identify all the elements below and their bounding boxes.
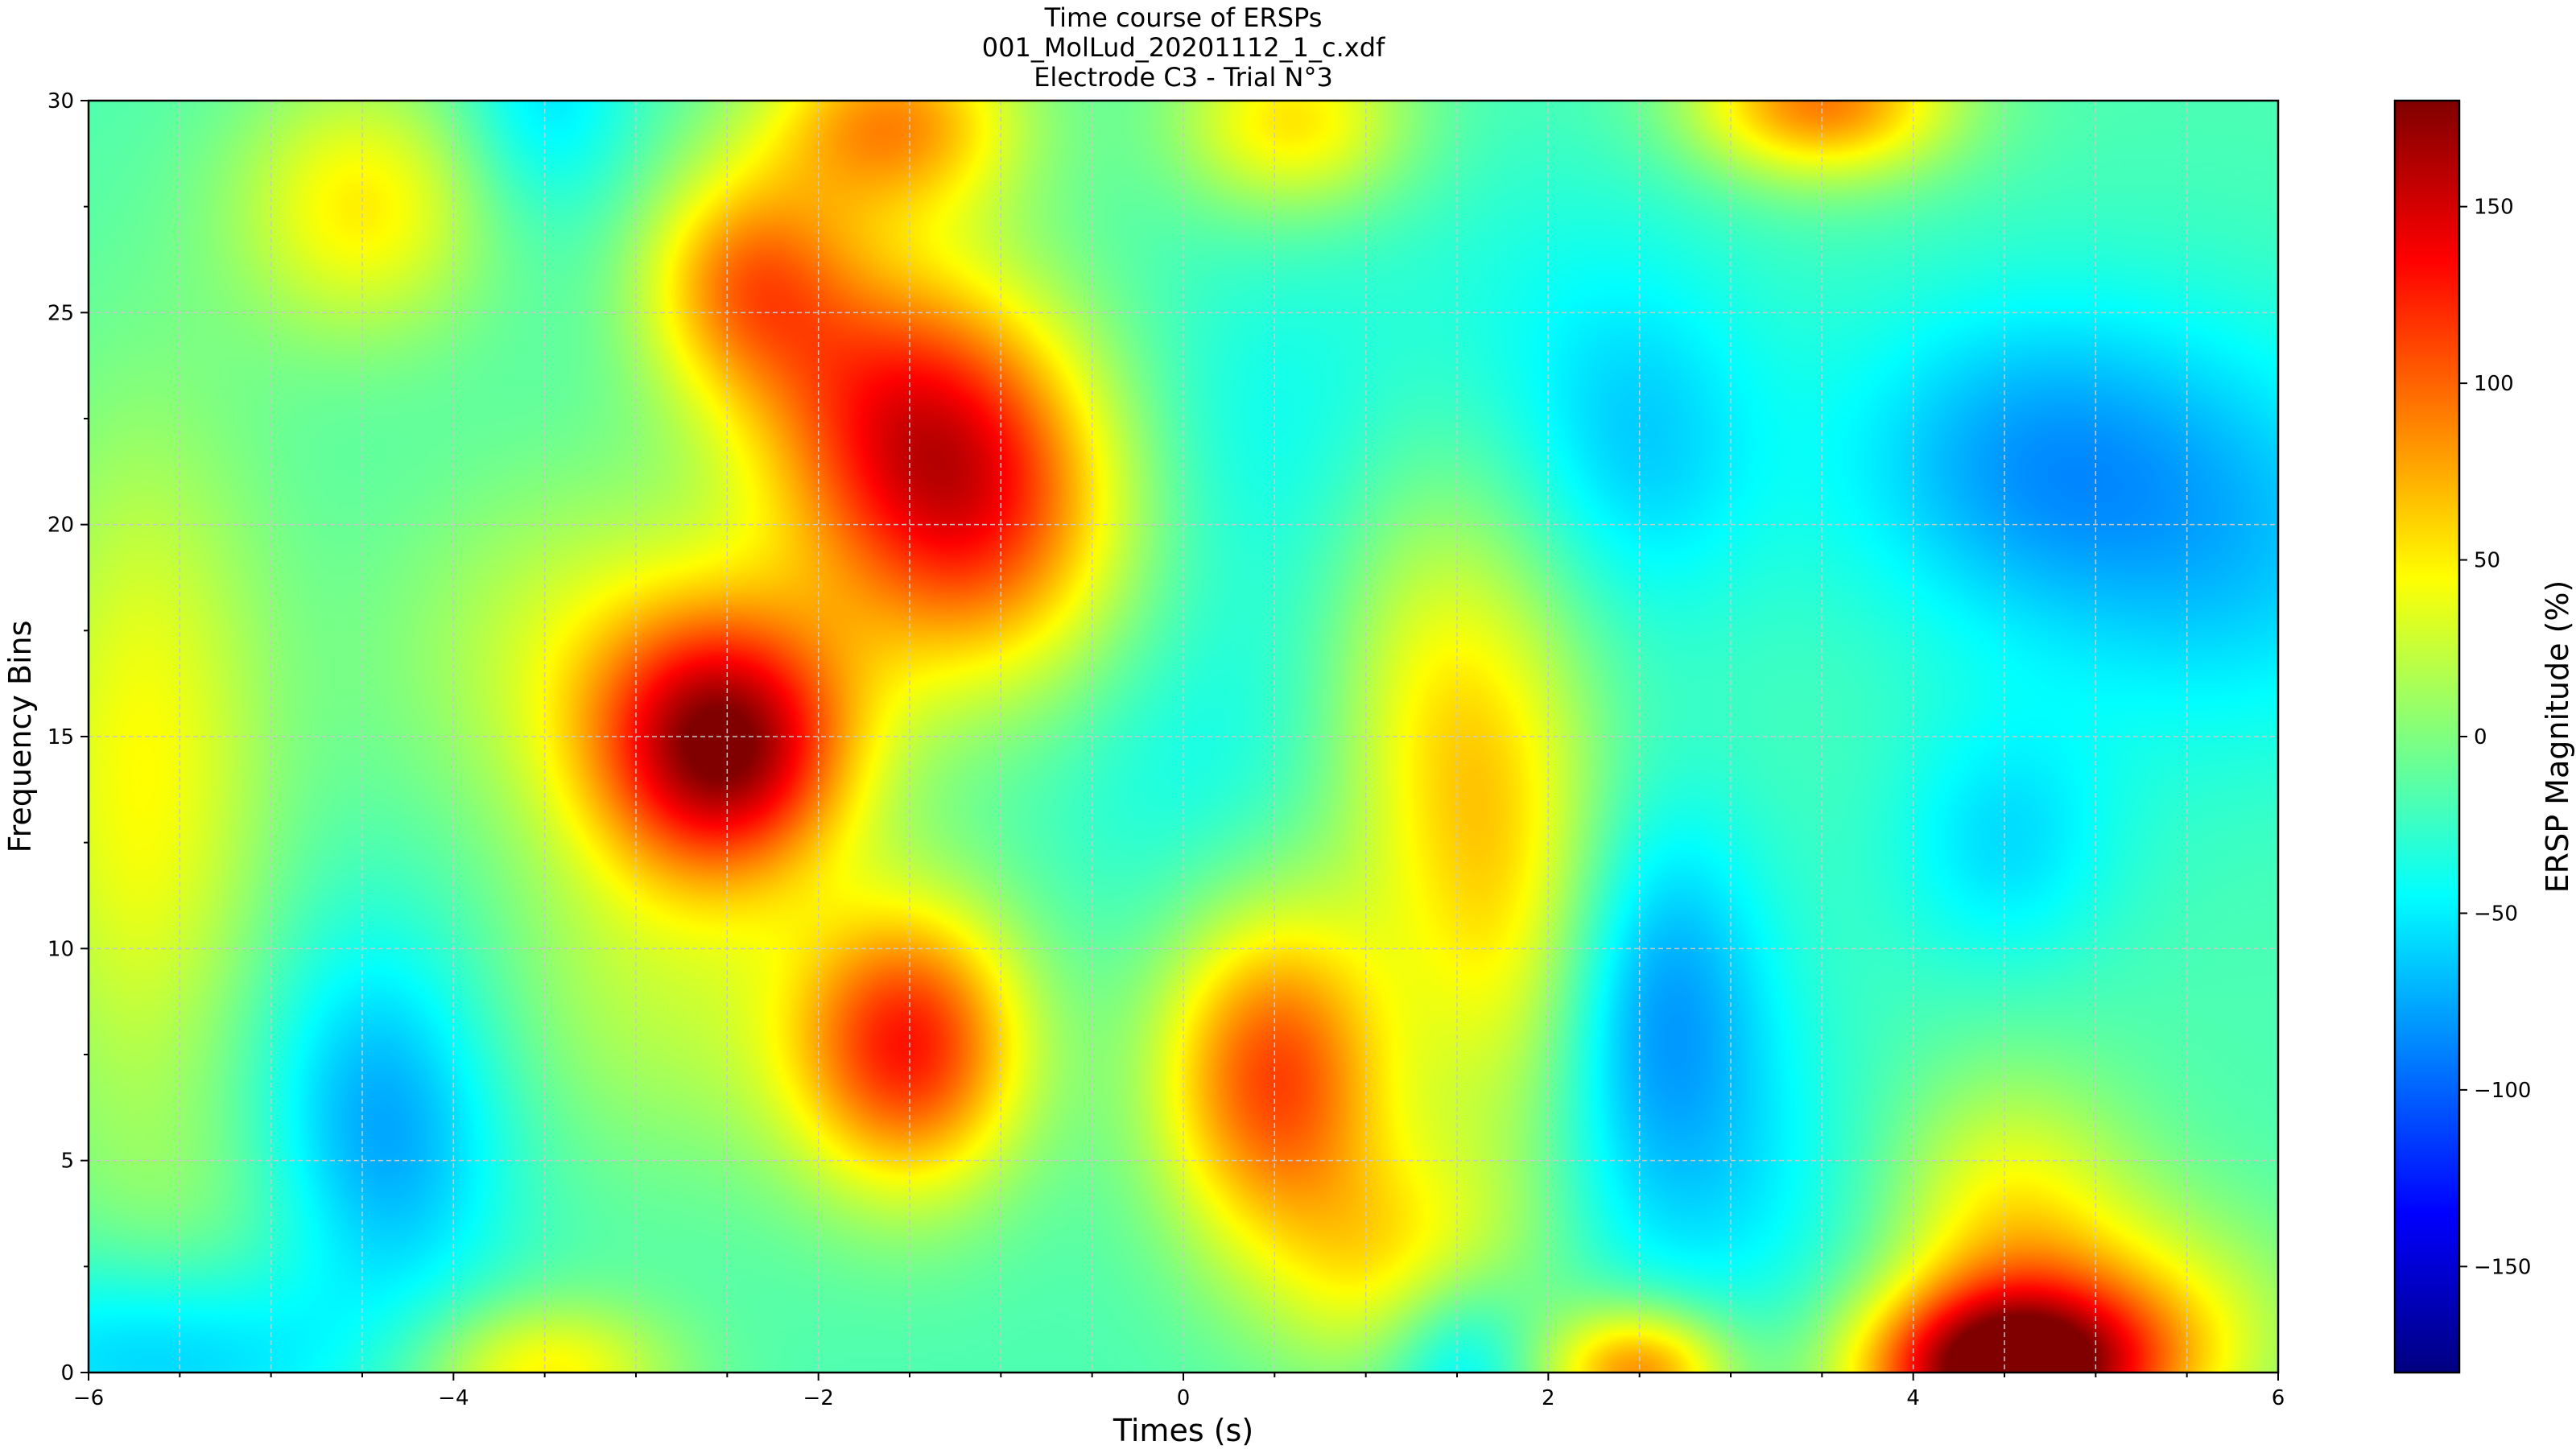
chart-title-line-2: 001_MolLud_20201112_1_c.xdf [982,32,1385,63]
x-axis-label: Times (s) [1113,1413,1253,1448]
x-tick-label: 0 [1177,1386,1191,1410]
x-axis-ticks: −6 −4 −2 0 2 4 6 [73,1373,2285,1410]
colorbar [2393,99,2461,1374]
colorbar-tick-label: 150 [2474,196,2514,220]
y-tick-label: 20 [47,514,74,538]
y-tick-label: 0 [60,1361,74,1385]
y-tick-label: 10 [47,937,74,961]
x-tick-label: 2 [1542,1386,1555,1410]
colorbar-tick-label: 50 [2474,549,2500,573]
y-tick-label: 25 [47,301,74,325]
x-tick-label: 4 [1906,1386,1920,1410]
x-tick-label: −6 [73,1386,104,1410]
colorbar-tick-label: −150 [2474,1255,2531,1279]
colorbar-tick-label: −50 [2474,902,2518,926]
colorbar-label: ERSP Magnitude (%) [2540,580,2575,894]
colorbar-tick-label: 100 [2474,372,2514,396]
grid-lines [88,100,2279,1373]
colorbar-ticks: 150 100 50 0 −50 −100 −150 [2459,196,2531,1279]
chart-title-line-3: Electrode C3 - Trial N°3 [1034,62,1333,93]
x-tick-label: 6 [2272,1386,2285,1410]
y-axis-ticks: 0 5 10 15 20 25 30 [47,89,89,1385]
y-tick-label: 30 [47,89,74,114]
y-axis-label: Frequency Bins [2,621,38,853]
colorbar-tick-label: 0 [2474,725,2487,749]
y-tick-label: 15 [47,725,74,749]
x-tick-label: −2 [803,1386,834,1410]
y-tick-label: 5 [60,1150,74,1174]
chart-title-line-1: Time course of ERSPs [1044,2,1323,33]
colorbar-tick-label: −100 [2474,1079,2531,1103]
x-tick-label: −4 [438,1386,469,1410]
